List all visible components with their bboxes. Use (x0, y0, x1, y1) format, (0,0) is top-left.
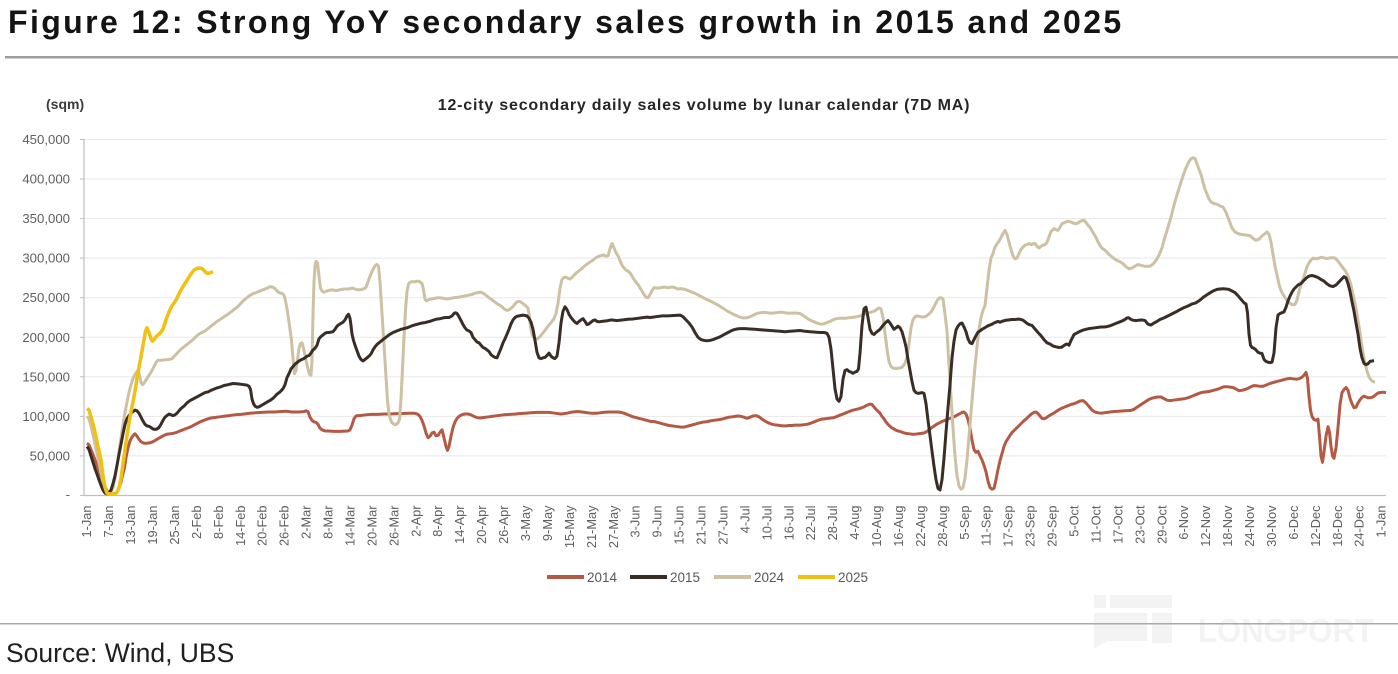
svg-text:4-Jul: 4-Jul (737, 506, 752, 534)
svg-text:20-Feb: 20-Feb (255, 506, 270, 547)
svg-text:6-Nov: 6-Nov (1176, 505, 1191, 540)
svg-text:10-Jul: 10-Jul (759, 506, 774, 541)
svg-text:21-Jun: 21-Jun (694, 506, 709, 545)
svg-text:14-Feb: 14-Feb (233, 506, 248, 547)
svg-text:17-Oct: 17-Oct (1110, 505, 1125, 544)
svg-text:10-Aug: 10-Aug (869, 506, 884, 547)
svg-text:-: - (66, 487, 70, 502)
svg-text:450,000: 450,000 (22, 132, 70, 147)
svg-text:14-Mar: 14-Mar (343, 505, 358, 546)
svg-text:2-Feb: 2-Feb (189, 506, 204, 539)
svg-text:12-city secondary daily sales: 12-city secondary daily sales volume by … (438, 97, 970, 114)
svg-text:300,000: 300,000 (22, 251, 70, 266)
svg-text:2015: 2015 (670, 570, 700, 585)
svg-text:100,000: 100,000 (22, 409, 70, 424)
svg-text:22-Jul: 22-Jul (803, 506, 818, 541)
svg-text:5-Sep: 5-Sep (957, 506, 972, 540)
svg-text:29-Oct: 29-Oct (1154, 505, 1169, 544)
svg-text:250,000: 250,000 (22, 290, 70, 305)
svg-text:6-Dec: 6-Dec (1286, 505, 1301, 540)
svg-text:(sqm): (sqm) (46, 96, 84, 112)
svg-text:26-Apr: 26-Apr (496, 505, 511, 544)
svg-text:16-Jul: 16-Jul (781, 506, 796, 541)
svg-text:2-Apr: 2-Apr (408, 505, 423, 537)
svg-text:LONGPORT: LONGPORT (1198, 612, 1374, 649)
svg-text:8-Apr: 8-Apr (430, 505, 445, 537)
svg-text:1-Jan: 1-Jan (79, 506, 94, 538)
svg-text:28-Aug: 28-Aug (935, 506, 950, 547)
svg-text:18-Nov: 18-Nov (1220, 505, 1235, 547)
svg-text:9-May: 9-May (540, 505, 555, 541)
svg-text:14-Apr: 14-Apr (452, 505, 467, 544)
svg-text:2025: 2025 (838, 570, 868, 585)
svg-text:1-Jan: 1-Jan (1374, 506, 1389, 538)
svg-text:18-Dec: 18-Dec (1330, 505, 1345, 547)
svg-text:350,000: 350,000 (22, 211, 70, 226)
svg-text:25-Jan: 25-Jan (167, 506, 182, 545)
svg-text:11-Oct: 11-Oct (1088, 505, 1103, 543)
svg-text:20-Mar: 20-Mar (364, 505, 379, 546)
svg-text:9-Jun: 9-Jun (650, 506, 665, 538)
svg-text:23-Sep: 23-Sep (1023, 506, 1038, 547)
svg-text:8-Mar: 8-Mar (321, 505, 336, 539)
svg-text:3-May: 3-May (518, 505, 533, 541)
svg-text:26-Feb: 26-Feb (277, 506, 292, 547)
svg-text:20-Apr: 20-Apr (474, 505, 489, 544)
svg-text:21-May: 21-May (584, 505, 599, 548)
svg-text:4-Aug: 4-Aug (847, 506, 862, 540)
svg-text:24-Dec: 24-Dec (1352, 505, 1367, 547)
svg-text:27-May: 27-May (606, 505, 621, 548)
svg-text:Figure 12: Strong YoY secondar: Figure 12: Strong YoY secondary sales gr… (8, 4, 1124, 40)
svg-text:28-Jul: 28-Jul (825, 506, 840, 541)
svg-text:3-Jun: 3-Jun (628, 506, 643, 538)
svg-text:2014: 2014 (587, 570, 618, 585)
svg-text:24-Nov: 24-Nov (1242, 505, 1257, 547)
svg-text:27-Jun: 27-Jun (716, 506, 731, 545)
svg-text:400,000: 400,000 (22, 172, 70, 187)
svg-text:200,000: 200,000 (22, 330, 70, 345)
svg-text:15-Jun: 15-Jun (672, 506, 687, 545)
svg-text:11-Sep: 11-Sep (979, 506, 994, 546)
svg-text:12-Nov: 12-Nov (1198, 505, 1213, 547)
svg-text:22-Aug: 22-Aug (913, 506, 928, 547)
svg-text:2-Mar: 2-Mar (299, 505, 314, 539)
svg-text:50,000: 50,000 (30, 448, 70, 463)
svg-text:23-Oct: 23-Oct (1132, 505, 1147, 544)
svg-text:12-Dec: 12-Dec (1308, 505, 1323, 547)
svg-text:8-Feb: 8-Feb (211, 506, 226, 539)
svg-text:7-Jan: 7-Jan (101, 506, 116, 538)
svg-text:13-Jan: 13-Jan (123, 506, 138, 545)
svg-text:30-Nov: 30-Nov (1264, 505, 1279, 547)
svg-text:29-Sep: 29-Sep (1045, 506, 1060, 547)
svg-text:26-Mar: 26-Mar (386, 505, 401, 546)
svg-text:19-Jan: 19-Jan (145, 506, 160, 545)
svg-text:17-Sep: 17-Sep (1001, 506, 1016, 547)
svg-text:15-May: 15-May (562, 505, 577, 548)
svg-text:5-Oct: 5-Oct (1067, 505, 1082, 537)
svg-text:150,000: 150,000 (22, 369, 70, 384)
svg-text:2024: 2024 (754, 570, 785, 585)
svg-text:16-Aug: 16-Aug (891, 506, 906, 547)
svg-text:Source: Wind, UBS: Source: Wind, UBS (6, 638, 234, 668)
